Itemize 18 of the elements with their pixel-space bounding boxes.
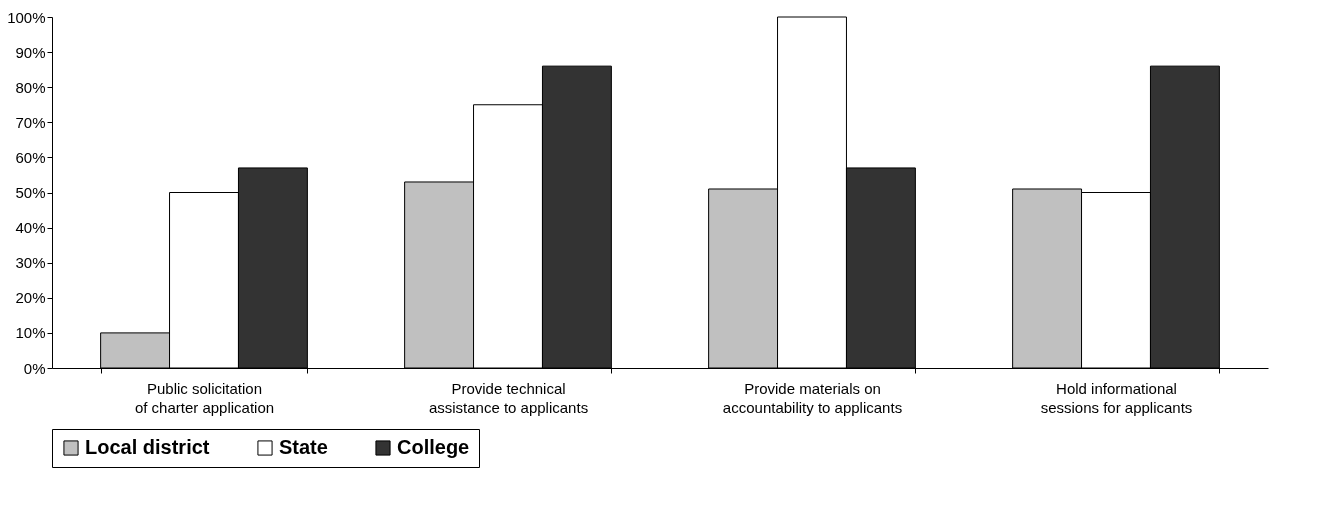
y-tick-label: 100% [7,8,46,26]
y-tick-label: 40% [15,219,46,237]
y-tick-label: 60% [15,148,46,166]
legend-label: College [397,436,470,458]
y-tick-label: 50% [15,184,46,201]
legend-label: Local district [85,436,210,458]
x-tick-label: Public solicitation of charter application [134,379,275,416]
x-tick-label: Provide technical assistance to applicants [428,379,589,416]
y-tick-label: 30% [15,254,46,272]
x-tick-label: Provide materials on accountability to applicants [722,379,903,416]
y-tick-label: 90% [15,43,46,61]
x-tick-label: Hold informational sessions for applicants [1040,379,1193,416]
y-tick-label: 10% [15,324,46,342]
y-tick-label: 0% [23,359,46,377]
y-tick-label: 70% [15,113,46,131]
legend-label: State [279,436,328,458]
y-tick-label: 80% [15,78,46,96]
y-tick-label: 20% [15,289,46,307]
